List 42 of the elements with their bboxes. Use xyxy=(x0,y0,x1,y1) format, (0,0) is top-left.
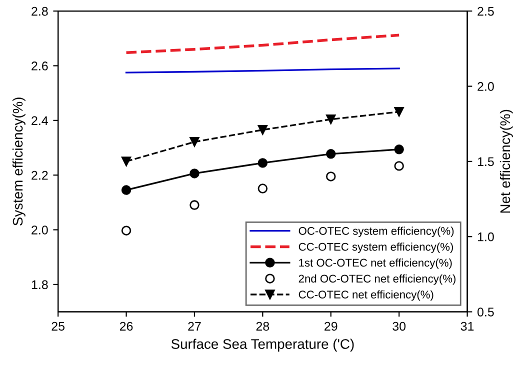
point xyxy=(190,200,200,210)
y-tick-label: 2.8 xyxy=(32,6,48,16)
x-tick-label: 25 xyxy=(52,322,65,331)
y-tick-label: 2.4 xyxy=(32,116,48,125)
y2-tick-label: 1.5 xyxy=(478,157,494,166)
point xyxy=(190,137,200,147)
point xyxy=(121,226,132,236)
y-tick-label: 2.6 xyxy=(32,62,48,70)
legend-label: 2nd OC-OTEC net efficiency(%) xyxy=(298,274,456,285)
legend-label: OC-OTEC system efficiency(%) xyxy=(298,226,454,238)
y2-axis-title: Net efficiency(%) xyxy=(500,110,513,213)
point xyxy=(394,106,404,117)
x-axis-title: Surface Sea Temperature ('C) xyxy=(171,338,354,352)
y2-tick-label: 2.5 xyxy=(478,6,494,16)
y2-tick-label: 2.0 xyxy=(478,82,494,91)
y2-tick-label: 0.5 xyxy=(477,308,494,316)
y2-tick-label: 1.0 xyxy=(478,232,494,242)
point xyxy=(121,185,132,195)
point xyxy=(258,158,268,168)
y-tick-label: 1.8 xyxy=(32,280,48,290)
x-tick-label: 27 xyxy=(188,322,201,331)
y-tick-label: 2.2 xyxy=(32,170,48,180)
y-axis-title: System efficiency(%) xyxy=(12,98,26,226)
point xyxy=(326,114,336,124)
point xyxy=(326,149,336,159)
legend-label: CC-OTEC net efficiency(%) xyxy=(298,290,434,301)
point xyxy=(326,172,336,182)
legend-label: 1st OC-OTEC net efficiency(%) xyxy=(299,258,452,269)
x-tick-label: 28 xyxy=(256,322,270,331)
y-tick-label: 2.0 xyxy=(32,226,48,234)
x-tick-label: 30 xyxy=(392,322,406,331)
point xyxy=(190,168,200,178)
x-tick-label: 26 xyxy=(120,322,133,331)
point xyxy=(258,125,268,135)
point xyxy=(258,184,268,194)
point xyxy=(121,156,132,166)
legend-label: CC-OTEC system efficiency(%) xyxy=(298,242,453,253)
point xyxy=(394,161,404,171)
x-tick-label: 29 xyxy=(324,322,338,331)
line-series xyxy=(124,34,400,54)
point xyxy=(394,144,404,154)
x-tick-label: 31 xyxy=(460,322,474,331)
